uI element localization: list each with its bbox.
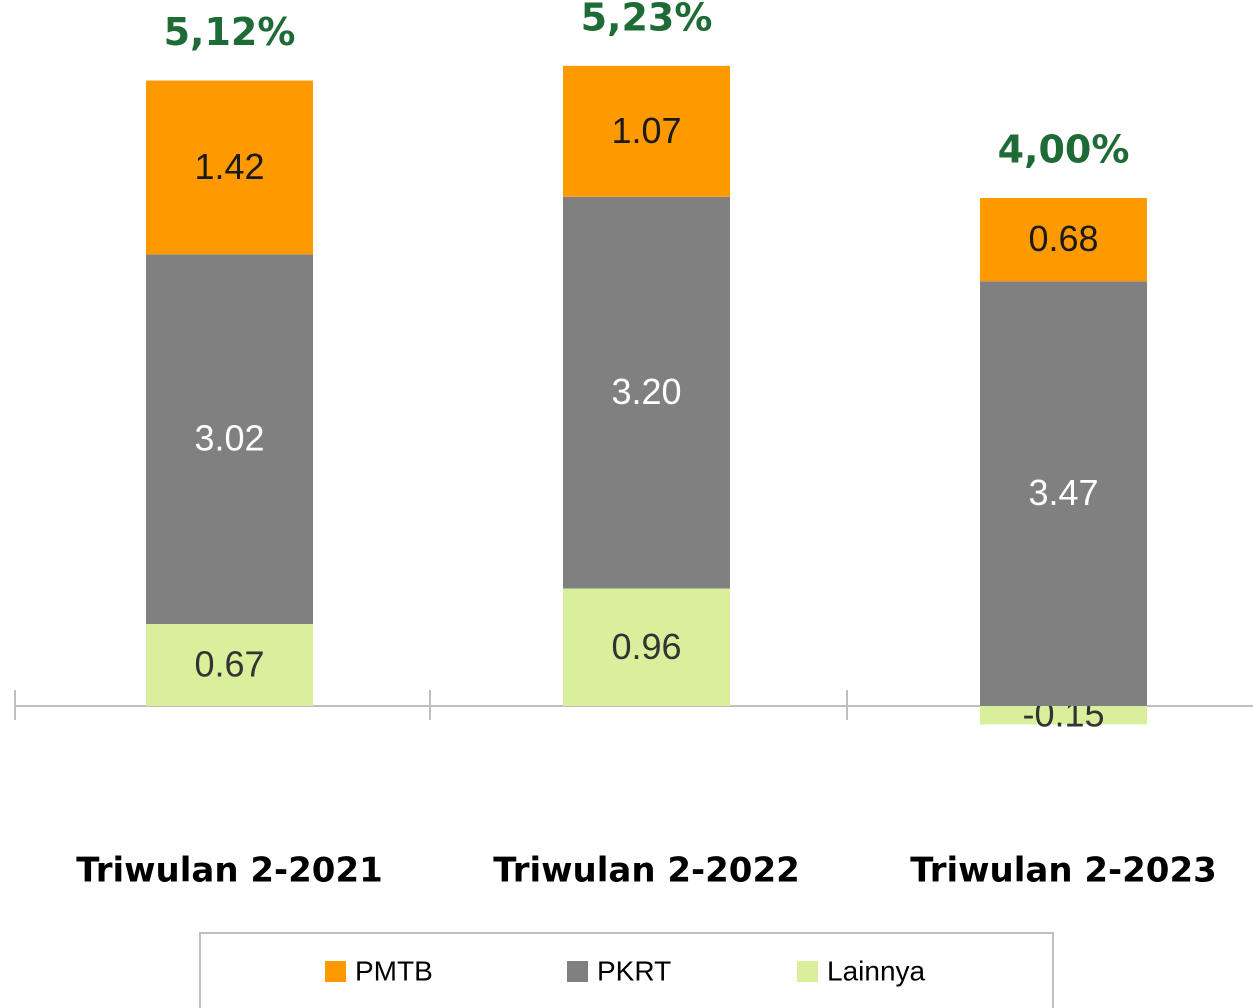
legend-label: PKRT — [597, 955, 671, 986]
total-label: 5,23% — [581, 0, 713, 39]
bar-segment — [146, 254, 313, 624]
legend-swatch — [797, 961, 818, 982]
bar-segment — [563, 196, 730, 589]
bar-segment — [980, 706, 1147, 725]
bar-segment — [146, 80, 313, 255]
legend-label: Lainnya — [827, 955, 926, 986]
x-tick-label: Triwulan 2-2023 — [910, 851, 1217, 891]
bar-segment — [563, 65, 730, 197]
data-label: 3.20 — [611, 371, 681, 412]
legend-box — [199, 932, 1054, 1008]
data-label: 0.67 — [194, 644, 264, 685]
data-label: 3.47 — [1028, 472, 1098, 513]
data-label: 0.96 — [611, 626, 681, 667]
data-label: 1.42 — [194, 146, 264, 187]
bar-segment — [563, 588, 730, 706]
x-tick-label: Triwulan 2-2021 — [76, 851, 383, 891]
bar-segment — [980, 281, 1147, 706]
data-label: 3.02 — [194, 418, 264, 459]
data-label: 0.68 — [1028, 218, 1098, 259]
data-label: 1.07 — [611, 110, 681, 151]
legend-label: PMTB — [355, 955, 433, 986]
x-tick-label: Triwulan 2-2022 — [493, 851, 800, 891]
bar-segment — [980, 198, 1147, 282]
bar-segment — [146, 623, 313, 706]
total-label: 5,12% — [164, 10, 296, 54]
legend-swatch — [567, 961, 588, 982]
total-label: 4,00% — [998, 128, 1130, 172]
legend-swatch — [325, 961, 346, 982]
